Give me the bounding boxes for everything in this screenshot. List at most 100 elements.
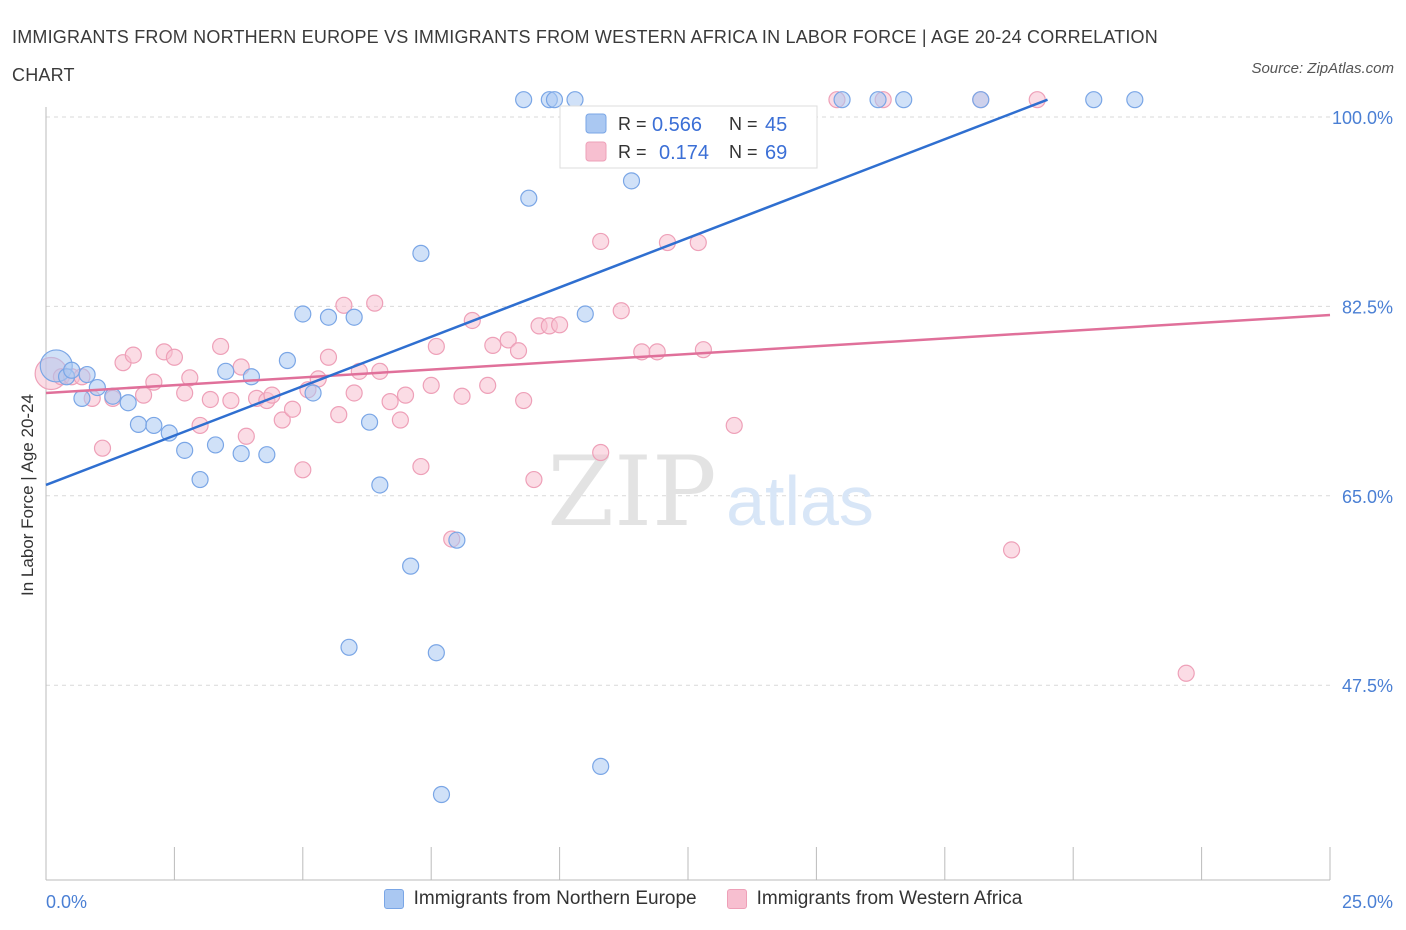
legend-item-western-africa[interactable]: Immigrants from Western Africa: [726, 888, 1023, 910]
data-point: [232, 444, 250, 463]
watermark-atlas: atlas: [726, 462, 874, 540]
data-point: [453, 387, 471, 405]
legend-label-western-africa: Immigrants from Western Africa: [756, 888, 1023, 909]
data-point: [520, 189, 538, 207]
data-point: [427, 644, 445, 662]
data-point: [592, 443, 610, 462]
data-point: [1126, 91, 1144, 109]
data-point: [396, 386, 415, 404]
stats-n-label-blue: N =: [729, 114, 758, 134]
data-point: [725, 416, 743, 435]
pink-points: [34, 91, 1195, 682]
data-point: [381, 393, 399, 411]
watermark: ZIP atlas: [547, 436, 874, 548]
data-point: [479, 376, 497, 395]
data-point: [191, 470, 209, 489]
trend-line-western-africa: [45, 313, 1331, 395]
watermark-zip: ZIP: [547, 436, 716, 548]
data-point: [1177, 664, 1195, 682]
data-point: [104, 387, 122, 405]
legend-label-northern-europe: Immigrants from Northern Europe: [413, 888, 697, 909]
data-point: [448, 531, 466, 549]
legend-swatch-blue: [383, 889, 404, 909]
data-point: [176, 384, 194, 402]
data-point: [222, 391, 240, 410]
data-point: [525, 470, 543, 489]
data-point: [345, 308, 363, 326]
data-point: [201, 390, 219, 409]
data-point: [124, 346, 142, 364]
data-point: [1002, 541, 1021, 559]
stats-n-label-pink: N =: [729, 142, 758, 162]
data-point: [550, 316, 569, 334]
stats-swatch-pink: [585, 141, 607, 162]
data-point: [566, 91, 584, 109]
x-tick-label-min: 0.0%: [46, 892, 87, 912]
data-point: [217, 362, 235, 380]
data-point: [242, 368, 261, 386]
data-point: [427, 337, 445, 356]
data-point: [119, 394, 137, 412]
data-point: [694, 341, 713, 359]
data-point: [88, 378, 106, 397]
data-point: [340, 638, 358, 656]
y-tick-label: 82.5%: [1342, 297, 1393, 317]
data-point: [129, 415, 148, 433]
data-point: [515, 91, 533, 109]
data-point: [869, 91, 887, 109]
data-point: [345, 384, 363, 402]
data-point: [63, 361, 81, 379]
data-point: [258, 446, 276, 464]
stats-n-value-pink: 69: [765, 142, 787, 164]
data-point: [545, 91, 564, 109]
data-point: [499, 331, 517, 349]
data-point: [335, 296, 353, 314]
data-point: [304, 384, 322, 402]
data-point: [319, 308, 338, 326]
y-tick-labels: 47.5% 65.0% 82.5% 100.0%: [1332, 108, 1393, 696]
y-tick-label: 65.0%: [1342, 487, 1393, 507]
data-point: [237, 427, 255, 445]
chart-title: IMMIGRANTS FROM NORTHERN EUROPE VS IMMIG…: [12, 27, 1158, 85]
data-point: [93, 439, 112, 457]
data-point: [366, 294, 384, 312]
trend-line-northern-europe: [45, 98, 1048, 487]
data-point: [833, 91, 851, 109]
source-label: Source: ZipAtlas.com: [1251, 60, 1394, 77]
data-point: [78, 365, 96, 384]
data-point: [165, 348, 183, 366]
axes: [45, 107, 1331, 881]
data-point: [622, 172, 641, 190]
data-point: [412, 457, 430, 476]
data-point: [212, 337, 230, 356]
data-point: [371, 476, 389, 494]
legend-item-northern-europe[interactable]: Immigrants from Northern Europe: [383, 888, 697, 910]
trend-lines: [45, 98, 1331, 487]
legend-swatch-pink: [726, 889, 747, 909]
data-point: [73, 389, 91, 407]
stats-box: R = 0.566 N = 45 R = 0.174 N = 69: [559, 105, 818, 169]
stats-r-label-pink: R =: [618, 142, 647, 162]
stats-n-value-blue: 45: [765, 114, 787, 136]
data-point: [278, 351, 296, 370]
stats-r-value-blue: 0.566: [652, 114, 702, 136]
y-tick-label: 47.5%: [1342, 676, 1393, 696]
data-point: [972, 91, 990, 109]
data-point: [402, 557, 420, 575]
data-point: [294, 461, 312, 479]
data-point: [509, 342, 528, 360]
data-point: [576, 305, 594, 323]
stats-swatch-blue: [585, 113, 607, 134]
data-point: [391, 411, 409, 429]
data-point: [330, 406, 348, 424]
data-point: [283, 400, 302, 418]
data-point: [273, 411, 291, 429]
data-point: [206, 436, 225, 454]
data-point: [360, 413, 379, 431]
data-point: [612, 302, 630, 320]
data-point: [484, 336, 502, 354]
data-point: [145, 416, 163, 435]
data-point: [432, 785, 451, 804]
stats-r-label-blue: R =: [618, 114, 647, 134]
